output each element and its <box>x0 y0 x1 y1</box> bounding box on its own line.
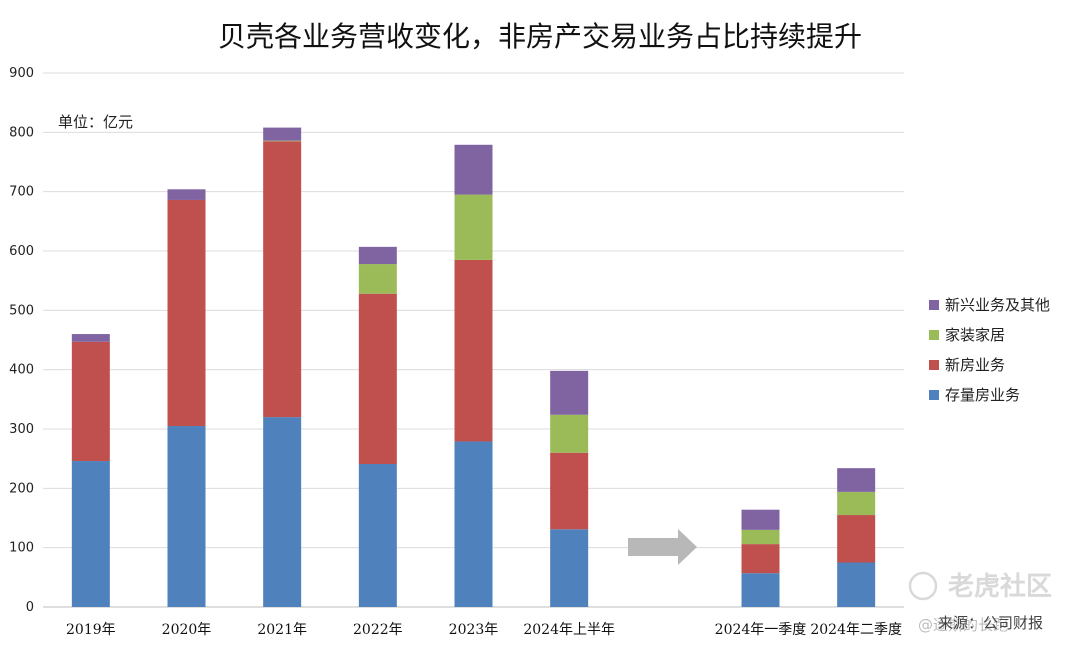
x-tick-label: 2024年二季度 <box>810 622 902 638</box>
bar-segment <box>837 468 876 492</box>
bars <box>71 127 876 607</box>
x-tick-label: 2020年 <box>162 622 212 638</box>
bar-segment <box>550 452 589 530</box>
y-tick-label: 300 <box>9 422 34 437</box>
bar-segment <box>454 144 493 195</box>
x-tick-label: 2022年 <box>353 622 403 638</box>
y-tick-label: 900 <box>9 66 34 81</box>
x-tick-label: 2023年 <box>449 622 499 638</box>
bar-segment <box>167 199 206 427</box>
bar-segment <box>263 140 302 142</box>
bar-segment <box>741 544 780 574</box>
bar-segment <box>71 461 110 607</box>
y-axis: 0 100 200 300 400 500 600 700 800 900 <box>9 66 34 615</box>
bar-segment <box>167 189 206 200</box>
bar-segment <box>741 573 780 607</box>
x-tick-label: 2024年上半年 <box>523 622 615 638</box>
bar-segment <box>550 414 589 453</box>
bar-segment <box>837 562 876 607</box>
bar-segment <box>167 426 206 607</box>
legend-swatch <box>929 330 939 340</box>
watermark-brand: 老虎社区 <box>948 571 1052 602</box>
y-tick-label: 100 <box>9 541 34 556</box>
y-tick-label: 500 <box>9 303 34 318</box>
x-tick-label: 2019年 <box>66 622 116 638</box>
bar-segment <box>358 246 397 265</box>
y-tick-label: 400 <box>9 363 34 378</box>
x-tick-label: 2024年一季度 <box>715 622 807 638</box>
legend-label: 家装家居 <box>945 326 1005 344</box>
bar-segment <box>263 417 302 607</box>
chart-title: 贝壳各业务营收变化，非房产交易业务占比持续提升 <box>218 20 862 53</box>
unit-label: 单位：亿元 <box>58 113 133 131</box>
legend-swatch <box>929 390 939 400</box>
bar-segment <box>358 264 397 294</box>
bar-segment <box>837 515 876 563</box>
arrow-annotation <box>628 529 697 565</box>
y-tick-label: 0 <box>26 600 34 615</box>
bar-segment <box>263 127 302 141</box>
legend-label: 新房业务 <box>945 356 1005 374</box>
y-tick-label: 800 <box>9 125 34 140</box>
bar-segment <box>550 529 589 607</box>
bar-segment <box>71 341 110 462</box>
legend-label: 存量房业务 <box>945 386 1020 404</box>
y-tick-label: 600 <box>9 244 34 259</box>
watermark-logo-icon <box>908 571 938 601</box>
bar-segment <box>454 259 493 442</box>
watermark-overlay: @逐斯的长跑 <box>918 616 1008 634</box>
legend-swatch <box>929 300 939 310</box>
bar-segment <box>358 293 397 465</box>
bar-segment <box>741 509 780 530</box>
bar-segment <box>71 334 110 342</box>
x-tick-label: 2021年 <box>257 622 307 638</box>
bar-segment <box>454 194 493 260</box>
bar-segment <box>263 141 302 418</box>
watermark: 老虎社区 @逐斯的长跑 来源：公司财报 <box>908 571 1052 634</box>
bar-segment <box>550 370 589 415</box>
bar-segment <box>837 491 876 516</box>
x-axis: 2019年 2020年 2021年 2022年 2023年 2024年上半年 2024年一季… <box>66 622 902 638</box>
bar-segment <box>454 441 493 607</box>
legend-swatch <box>929 360 939 370</box>
bar-segment <box>741 529 780 545</box>
bar-segment <box>358 464 397 607</box>
y-tick-label: 700 <box>9 185 34 200</box>
legend-label: 新兴业务及其他 <box>945 296 1050 314</box>
source-label: 来源：公司财报 <box>938 614 1043 632</box>
y-tick-label: 200 <box>9 481 34 496</box>
